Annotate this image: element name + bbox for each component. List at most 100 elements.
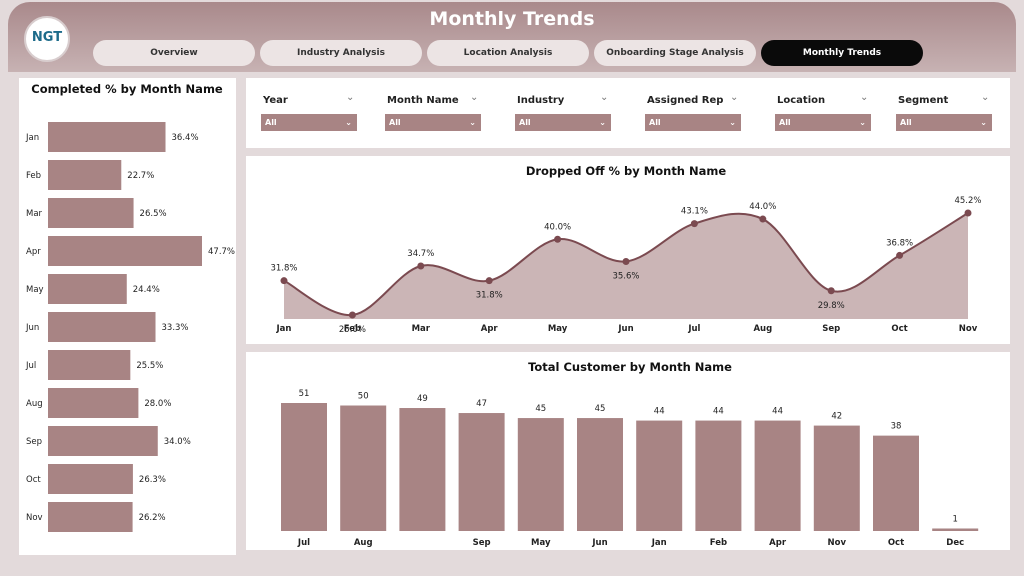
point	[485, 277, 493, 285]
bar	[48, 388, 139, 418]
data-label: 40.0%	[544, 222, 571, 232]
data-label: 31.8%	[476, 291, 503, 301]
bar	[932, 528, 979, 531]
x-tick-label: Jul	[687, 324, 700, 334]
chevron: ⌄	[469, 118, 476, 127]
x-tick-label: Apr	[769, 538, 787, 548]
y-tick-label: Mar	[26, 209, 43, 219]
data-label: 45	[535, 404, 546, 414]
x-tick-label: Jun	[617, 324, 633, 334]
data-label: 29.8%	[818, 301, 845, 311]
x-tick-label: May	[531, 538, 551, 548]
data-label: 38	[891, 422, 902, 432]
nav-tab[interactable]: Industry Analysis	[260, 40, 422, 66]
filter-dropdown[interactable]: All ⌄	[385, 114, 481, 131]
data-label: 33.3%	[162, 323, 189, 333]
filter-dropdown[interactable]: All ⌄	[261, 114, 357, 131]
data-label: 44	[654, 407, 665, 417]
bar	[48, 464, 133, 494]
x-tick-label: Apr	[481, 324, 499, 334]
bar	[340, 405, 387, 531]
data-label: 42	[831, 412, 842, 422]
data-label: 26.2%	[139, 513, 166, 523]
x-tick-label: Jul	[297, 538, 310, 548]
chevron: ⌄	[599, 118, 606, 127]
bar	[873, 435, 919, 531]
header: NGT Monthly Trends Overview Industry Anal…	[8, 2, 1016, 72]
panel: Completed % by Month Name Jan 36.4% Feb 22.7…	[19, 78, 236, 555]
nav-tab[interactable]: Onboarding Stage Analysis	[594, 40, 756, 66]
bar	[636, 420, 683, 531]
x-tick-label: Mar	[412, 324, 431, 334]
point	[964, 209, 972, 217]
chevron: ⌄	[730, 92, 739, 103]
x-tick-label: Nov	[828, 538, 847, 548]
chart: Dropped Off % by Month Name 31.8% Jan 25.0%…	[270, 164, 981, 335]
x-tick-label: Sep	[822, 324, 840, 334]
chart-title: Completed % by Month Name	[31, 82, 223, 96]
chevron: ⌄	[859, 118, 866, 127]
data-label: 25.0%	[339, 325, 366, 335]
data-label: 43.1%	[681, 207, 708, 217]
chevron: ⌄	[345, 118, 352, 127]
filter-dropdown[interactable]: All ⌄	[775, 114, 871, 131]
data-label: 36.4%	[172, 133, 199, 143]
bar	[517, 418, 564, 531]
chevron: ⌄	[346, 92, 355, 103]
bar	[695, 420, 742, 531]
filter-dropdown[interactable]: All ⌄	[896, 114, 992, 131]
chart: Total Customer by Month Name 51 Jul 50 Aug 49…	[281, 360, 979, 548]
chevron: ⌄	[981, 92, 990, 103]
data-label: 44	[772, 407, 783, 417]
x-tick-label: Oct	[888, 538, 904, 548]
data-label: 45	[595, 404, 606, 414]
data-label: 36.8%	[886, 238, 913, 248]
filter-label: Segment	[898, 95, 949, 106]
bar	[48, 122, 166, 152]
point	[622, 257, 630, 265]
chevron: ⌄	[729, 118, 736, 127]
bar	[48, 426, 158, 456]
x-tick-label: Sep	[473, 538, 491, 548]
y-tick-label: Oct	[26, 475, 41, 485]
filter-label: Month Name	[387, 95, 459, 106]
data-label: 22.7%	[127, 171, 154, 181]
chart-title: Total Customer by Month Name	[528, 360, 732, 374]
data-label: 44	[713, 407, 724, 417]
filter-label: Location	[777, 95, 826, 106]
data-label: 50	[358, 392, 369, 402]
data-label: 35.6%	[612, 271, 639, 281]
chevron: ⌄	[600, 92, 609, 103]
data-label: 47.7%	[208, 247, 235, 257]
point	[759, 215, 767, 223]
area	[284, 213, 968, 319]
x-tick-label: Aug	[753, 324, 772, 334]
filter-dropdown[interactable]: All ⌄	[645, 114, 741, 131]
x-tick-label: Oct	[891, 324, 907, 334]
bar	[813, 425, 860, 531]
point	[348, 311, 356, 319]
data-label: 51	[299, 389, 310, 399]
y-tick-label: Jun	[25, 323, 39, 333]
bar	[48, 350, 131, 380]
nav-tab[interactable]: Monthly Trends	[761, 40, 923, 66]
point	[827, 287, 835, 295]
data-label: 45.2%	[954, 196, 981, 206]
data-label: 49	[417, 394, 428, 404]
x-tick-label: Jun	[591, 538, 607, 548]
filter-dropdown[interactable]: All ⌄	[515, 114, 611, 131]
nav-tab[interactable]: Overview	[93, 40, 255, 66]
nav-tab[interactable]: Location Analysis	[427, 40, 589, 66]
point	[417, 262, 425, 270]
bar	[281, 403, 327, 531]
y-tick-label: Feb	[26, 171, 41, 181]
point	[690, 220, 698, 228]
chart: Completed % by Month Name Jan 36.4% Feb 22.7…	[25, 82, 235, 532]
chevron: ⌄	[860, 92, 869, 103]
point	[280, 277, 288, 285]
data-label: 26.5%	[140, 209, 167, 219]
bar	[577, 418, 623, 531]
y-tick-label: Aug	[26, 399, 43, 409]
bar	[48, 502, 133, 532]
